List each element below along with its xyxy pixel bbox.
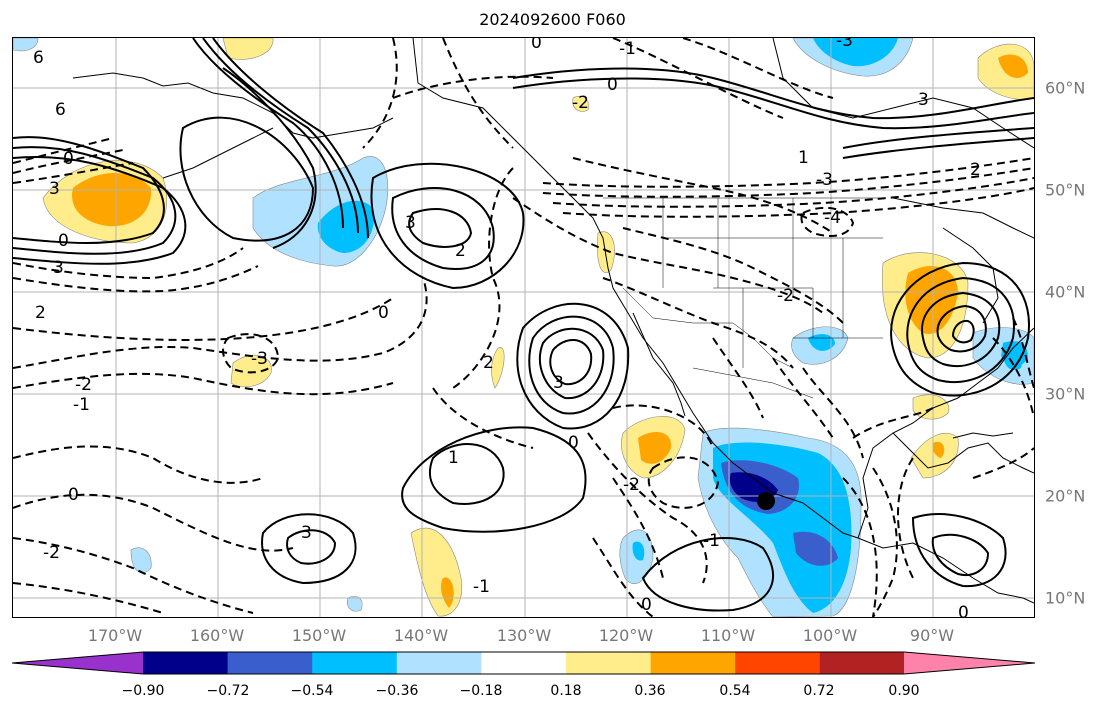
contours-positive [13,38,1034,612]
colorbar-segment [227,652,313,674]
lon-label: 90°W [909,626,955,645]
contour-label: 0 [63,149,74,169]
lat-label: 10°N [1045,588,1086,608]
contour-label: 2 [455,241,466,261]
lon-label: 130°W [496,626,552,645]
colorbar-tick-label: 0.72 [803,683,835,699]
lat-label: 50°N [1045,180,1086,200]
contour-label: -2 [623,475,640,495]
contour-label: 3 [53,258,64,278]
colorbar-segment [312,652,398,674]
lon-label: 150°W [291,626,347,645]
shading-positive [42,38,1034,617]
colorbar-segment [819,652,905,674]
contour-label: -1 [73,395,90,415]
contour-label: 3 [49,179,60,199]
contour-label: 0 [378,303,389,323]
contour-label: 6 [55,100,66,120]
contour-label: 1 [798,148,809,168]
contour-label: -3 [251,349,268,369]
contour-label: -3 [836,38,853,51]
colorbar-extend-min [12,652,143,674]
map-canvas: 6 6 3 3 3 2 2 0 0 0 -1 -1 -2 -2 -3 -3 3 … [13,38,1034,617]
contour-label: 0 [641,595,652,615]
contour-label: 2 [483,353,494,373]
contour-label: 3 [918,90,929,110]
colorbar [12,651,1035,675]
colorbar-tick-label: −0.72 [206,683,250,699]
contour-label: 3 [301,523,312,543]
colorbar-segment [735,652,821,674]
lon-label: 120°W [598,626,654,645]
contour-label: -1 [619,39,636,59]
contour-label: 0 [68,485,79,505]
contours-negative [13,38,1034,617]
contour-label: 1 [448,448,459,468]
contour-label: 0 [58,231,69,251]
contour-label: 2 [35,303,46,323]
contour-label: 0 [568,433,579,453]
political-borders [603,197,883,399]
contour-label: 6 [33,48,44,68]
contour-label: -2 [75,375,92,395]
contour-label: -2 [777,286,794,306]
colorbar-tick-label: 0.54 [719,683,751,699]
colorbar-segment [396,652,482,674]
chart-title: 2024092600 F060 [479,10,626,29]
contour-label: 0 [607,75,618,95]
lon-label: 170°W [87,626,143,645]
colorbar-tick-label: 0.36 [634,683,666,699]
lon-label: 100°W [802,626,858,645]
colorbar-extend-max [904,652,1035,674]
graticule [13,38,1034,617]
contour-label: -1 [703,531,720,551]
colorbar-tick-label: −0.36 [375,683,419,699]
contour-label: 2 [970,160,981,180]
lon-label: 110°W [700,626,756,645]
contour-labels: 6 6 3 3 3 2 2 0 0 0 -1 -1 -2 -2 -3 -3 3 … [33,38,981,617]
lat-label: 40°N [1045,282,1086,302]
contour-label: 3 [553,373,564,393]
contour-label: 0 [958,603,969,617]
contour-label: 0 [531,38,542,53]
colorbar-tick-label: 0.18 [550,683,582,699]
map-panel: 6 6 3 3 3 2 2 0 0 0 -1 -1 -2 -2 -3 -3 3 … [12,37,1035,618]
colorbar-tick-label: −0.90 [121,683,165,699]
coastlines [72,38,1034,604]
colorbar-segment [481,652,567,674]
colorbar-segment [143,652,229,674]
contour-label: -2 [43,543,60,563]
lon-label: 140°W [393,626,449,645]
colorbar-segment [566,652,652,674]
contour-label: -4 [824,208,841,228]
storm-marker [757,492,775,510]
lat-label: 30°N [1045,384,1086,404]
colorbar-tick-label: −0.54 [290,683,334,699]
lat-label: 60°N [1045,78,1086,98]
contour-label: -1 [473,577,490,597]
lon-label: 160°W [189,626,245,645]
contour-label: -3 [816,170,833,190]
colorbar-tick-label: −0.18 [459,683,503,699]
colorbar-segment [650,652,736,674]
lat-label: 20°N [1045,486,1086,506]
contour-label: 3 [405,213,416,233]
contour-label: -2 [572,93,589,113]
colorbar-tick-label: 0.90 [888,683,920,699]
